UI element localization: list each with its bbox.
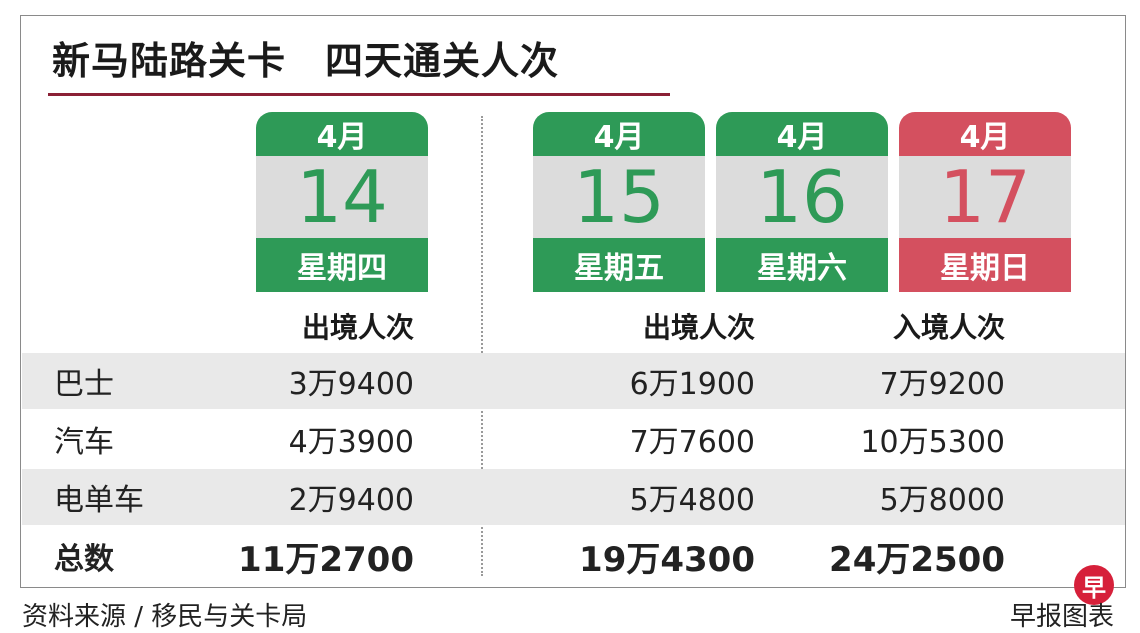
calendar-day: 14 bbox=[256, 156, 428, 238]
data-label: 7万7600 bbox=[629, 425, 755, 460]
zaobao-logo: 早 bbox=[1074, 565, 1114, 605]
column-header-outbound: 出境人次 bbox=[642, 311, 755, 344]
title-underline bbox=[48, 93, 670, 96]
data-label: 2万9400 bbox=[288, 483, 414, 518]
calendar-tile-apr16: 4月 16 星期六 bbox=[716, 112, 888, 292]
data-label: 24万2500 bbox=[829, 539, 1005, 580]
calendar-weekday: 星期六 bbox=[716, 238, 888, 292]
data-label: 5万8000 bbox=[879, 483, 1005, 518]
calendar-day: 15 bbox=[533, 156, 705, 238]
calendar-tile-apr17: 4月 17 星期日 bbox=[899, 112, 1071, 292]
calendar-tile-apr14: 4月 14 星期四 bbox=[256, 112, 428, 292]
calendar-tile-apr15: 4月 15 星期五 bbox=[533, 112, 705, 292]
table-row-total: 总数 11万2700 19万4300 24万2500 bbox=[22, 528, 1125, 584]
calendar-weekday: 星期五 bbox=[533, 238, 705, 292]
row-label: 总数 bbox=[54, 542, 114, 577]
column-divider bbox=[481, 116, 483, 576]
data-label: 11万2700 bbox=[238, 539, 414, 580]
source-note: 资料来源 / 移民与关卡局 bbox=[22, 602, 308, 632]
calendar-day: 16 bbox=[716, 156, 888, 238]
column-header-inbound: 入境人次 bbox=[892, 311, 1005, 344]
data-label: 5万4800 bbox=[629, 483, 755, 518]
column-header-outbound-apr14: 出境人次 bbox=[301, 311, 414, 344]
data-label: 4万3900 bbox=[288, 425, 414, 460]
calendar-weekday: 星期日 bbox=[899, 238, 1071, 292]
data-label: 3万9400 bbox=[288, 367, 414, 402]
calendar-month: 4月 bbox=[256, 112, 428, 156]
data-label: 10万5300 bbox=[860, 425, 1005, 460]
calendar-weekday: 星期四 bbox=[256, 238, 428, 292]
calendar-month: 4月 bbox=[899, 112, 1071, 156]
table-row-bus: 巴士 3万9400 6万1900 7万9200 bbox=[22, 353, 1125, 409]
calendar-month: 4月 bbox=[533, 112, 705, 156]
credit-label: 早报图表 bbox=[1009, 602, 1114, 632]
data-label: 19万4300 bbox=[579, 539, 755, 580]
row-label: 汽车 bbox=[54, 425, 114, 460]
calendar-month: 4月 bbox=[716, 112, 888, 156]
row-label: 巴士 bbox=[54, 367, 114, 402]
row-label: 电单车 bbox=[54, 483, 144, 518]
data-label: 7万9200 bbox=[879, 367, 1005, 402]
calendar-day: 17 bbox=[899, 156, 1071, 238]
chart-title: 新马陆路关卡 四天通关人次 bbox=[52, 39, 560, 83]
table-row-motorcycle: 电单车 2万9400 5万4800 5万8000 bbox=[22, 469, 1125, 525]
table-row-car: 汽车 4万3900 7万7600 10万5300 bbox=[22, 411, 1125, 467]
data-label: 6万1900 bbox=[629, 367, 755, 402]
